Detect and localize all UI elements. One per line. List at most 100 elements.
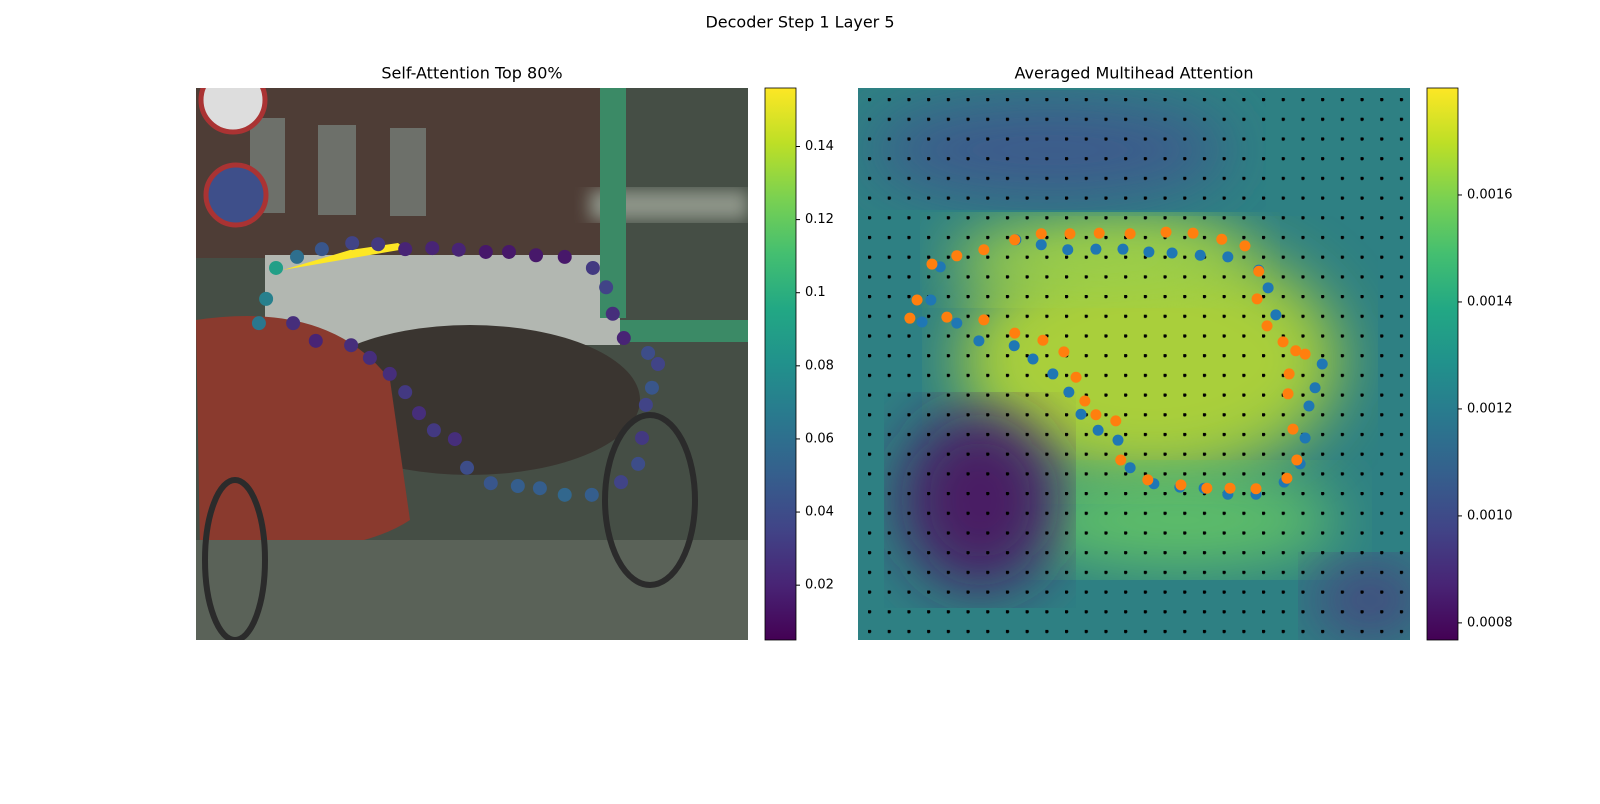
point <box>1110 415 1122 427</box>
point <box>398 242 413 257</box>
point <box>1117 243 1129 255</box>
point <box>1079 395 1091 407</box>
point <box>426 423 441 438</box>
point <box>251 316 266 331</box>
point <box>1075 408 1087 420</box>
point <box>1092 424 1104 436</box>
colorbar-tick-label: 0.0016 <box>1467 187 1513 202</box>
point <box>1115 454 1127 466</box>
point <box>1175 479 1187 491</box>
point <box>651 357 666 371</box>
point <box>1303 400 1315 412</box>
panel-title: Averaged Multihead Attention <box>1015 64 1254 83</box>
point <box>916 316 928 328</box>
point <box>1009 234 1021 246</box>
point <box>314 242 329 257</box>
point <box>973 335 985 347</box>
colorbar-tick-label: 0.0008 <box>1467 615 1513 630</box>
point <box>1187 227 1199 239</box>
point <box>1290 345 1302 357</box>
point <box>1090 409 1102 421</box>
point <box>1143 246 1155 258</box>
point <box>557 487 572 502</box>
point <box>286 316 301 331</box>
panel-title: Self-Attention Top 80% <box>381 64 562 83</box>
point <box>1035 228 1047 240</box>
colorbar-tick-label: 0.0012 <box>1467 401 1513 416</box>
point <box>1261 320 1273 332</box>
point <box>501 244 516 259</box>
point <box>345 236 360 251</box>
point <box>308 333 323 348</box>
point <box>1112 434 1124 446</box>
photo <box>196 88 748 640</box>
point <box>1035 239 1047 251</box>
point <box>259 291 274 306</box>
point <box>1216 233 1228 245</box>
figure-title: Decoder Step 1 Layer 5 <box>705 13 894 32</box>
point <box>1090 243 1102 255</box>
point <box>1142 474 1154 486</box>
point <box>584 487 599 502</box>
colorbar-tick-label: 0.02 <box>805 578 834 593</box>
point <box>344 338 359 353</box>
heatmap <box>858 88 1410 640</box>
colorbar-tick-label: 0.0014 <box>1467 294 1513 309</box>
point <box>1309 382 1321 394</box>
point <box>951 250 963 262</box>
point <box>1291 454 1303 466</box>
point <box>1063 386 1075 398</box>
colorbar <box>764 87 797 641</box>
point <box>1287 423 1299 435</box>
point <box>1124 462 1136 474</box>
point <box>934 261 946 273</box>
point <box>1251 293 1263 305</box>
point <box>382 366 397 381</box>
point <box>1222 251 1234 263</box>
point <box>1124 228 1136 240</box>
point <box>631 456 646 471</box>
point <box>1093 227 1105 239</box>
colorbar-tick-label: 0.1 <box>805 285 826 300</box>
point <box>557 249 572 264</box>
colorbar-tick-label: 0.14 <box>805 139 834 154</box>
point <box>398 385 413 400</box>
point <box>1277 336 1289 348</box>
point <box>1224 482 1236 494</box>
point <box>644 380 659 395</box>
point <box>638 397 653 412</box>
point <box>1283 368 1295 380</box>
point <box>1253 265 1265 277</box>
colorbar <box>1426 87 1459 641</box>
point <box>951 317 963 329</box>
point <box>1058 346 1070 358</box>
colorbar-tick-label: 0.06 <box>805 431 834 446</box>
colorbar-tick-label: 0.04 <box>805 505 834 520</box>
point <box>1262 282 1274 294</box>
point <box>1027 353 1039 365</box>
point <box>447 432 462 447</box>
point <box>1160 226 1172 238</box>
point <box>1299 432 1311 444</box>
point <box>605 306 620 321</box>
point <box>1282 388 1294 400</box>
point <box>1166 247 1178 259</box>
point <box>941 311 953 323</box>
point <box>1064 228 1076 240</box>
point <box>1037 334 1049 346</box>
point <box>1194 249 1206 261</box>
point <box>532 481 547 496</box>
point <box>412 406 427 421</box>
point <box>1299 348 1311 360</box>
point <box>925 294 937 306</box>
point <box>425 241 440 256</box>
point <box>269 260 284 275</box>
point <box>1201 482 1213 494</box>
point <box>362 350 377 365</box>
point <box>483 476 498 491</box>
point <box>510 478 525 493</box>
point <box>290 249 305 264</box>
point <box>1270 309 1282 321</box>
colorbar-tick-label: 0.0010 <box>1467 508 1513 523</box>
